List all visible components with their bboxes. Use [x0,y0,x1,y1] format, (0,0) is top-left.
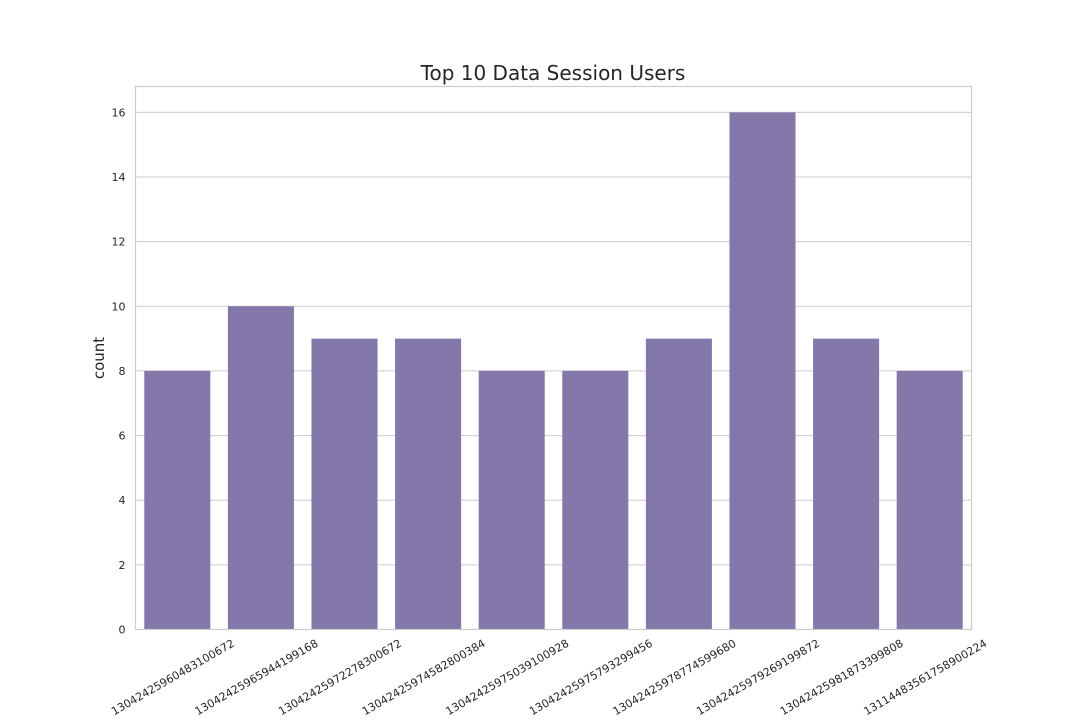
y-tick-labels: 0 2 4 6 8 10 12 14 16 [112,106,126,636]
chart-title: Top 10 Data Session Users [420,61,686,85]
y-tick-label: 12 [112,236,126,249]
y-tick-label: 16 [112,106,126,119]
bar [896,370,963,630]
y-tick-label: 8 [119,365,126,378]
bar [478,370,545,630]
bars [144,112,963,630]
y-tick-label: 14 [112,171,126,184]
bar [227,306,294,630]
bar [562,370,629,630]
y-tick-label: 10 [112,300,126,313]
y-tick-label: 2 [119,559,126,572]
bar [311,338,378,630]
y-tick-label: 4 [119,494,126,507]
y-axis-label: count [90,337,108,379]
bar [729,112,796,630]
bar [395,338,462,630]
bar [144,370,211,630]
y-tick-label: 6 [119,430,126,443]
plot-frame [134,85,973,631]
bar [645,338,712,630]
x-tick-labels: 1304242596048310067213042425965944199168… [109,637,989,718]
bar [813,338,880,630]
y-tick-label: 0 [119,624,126,637]
